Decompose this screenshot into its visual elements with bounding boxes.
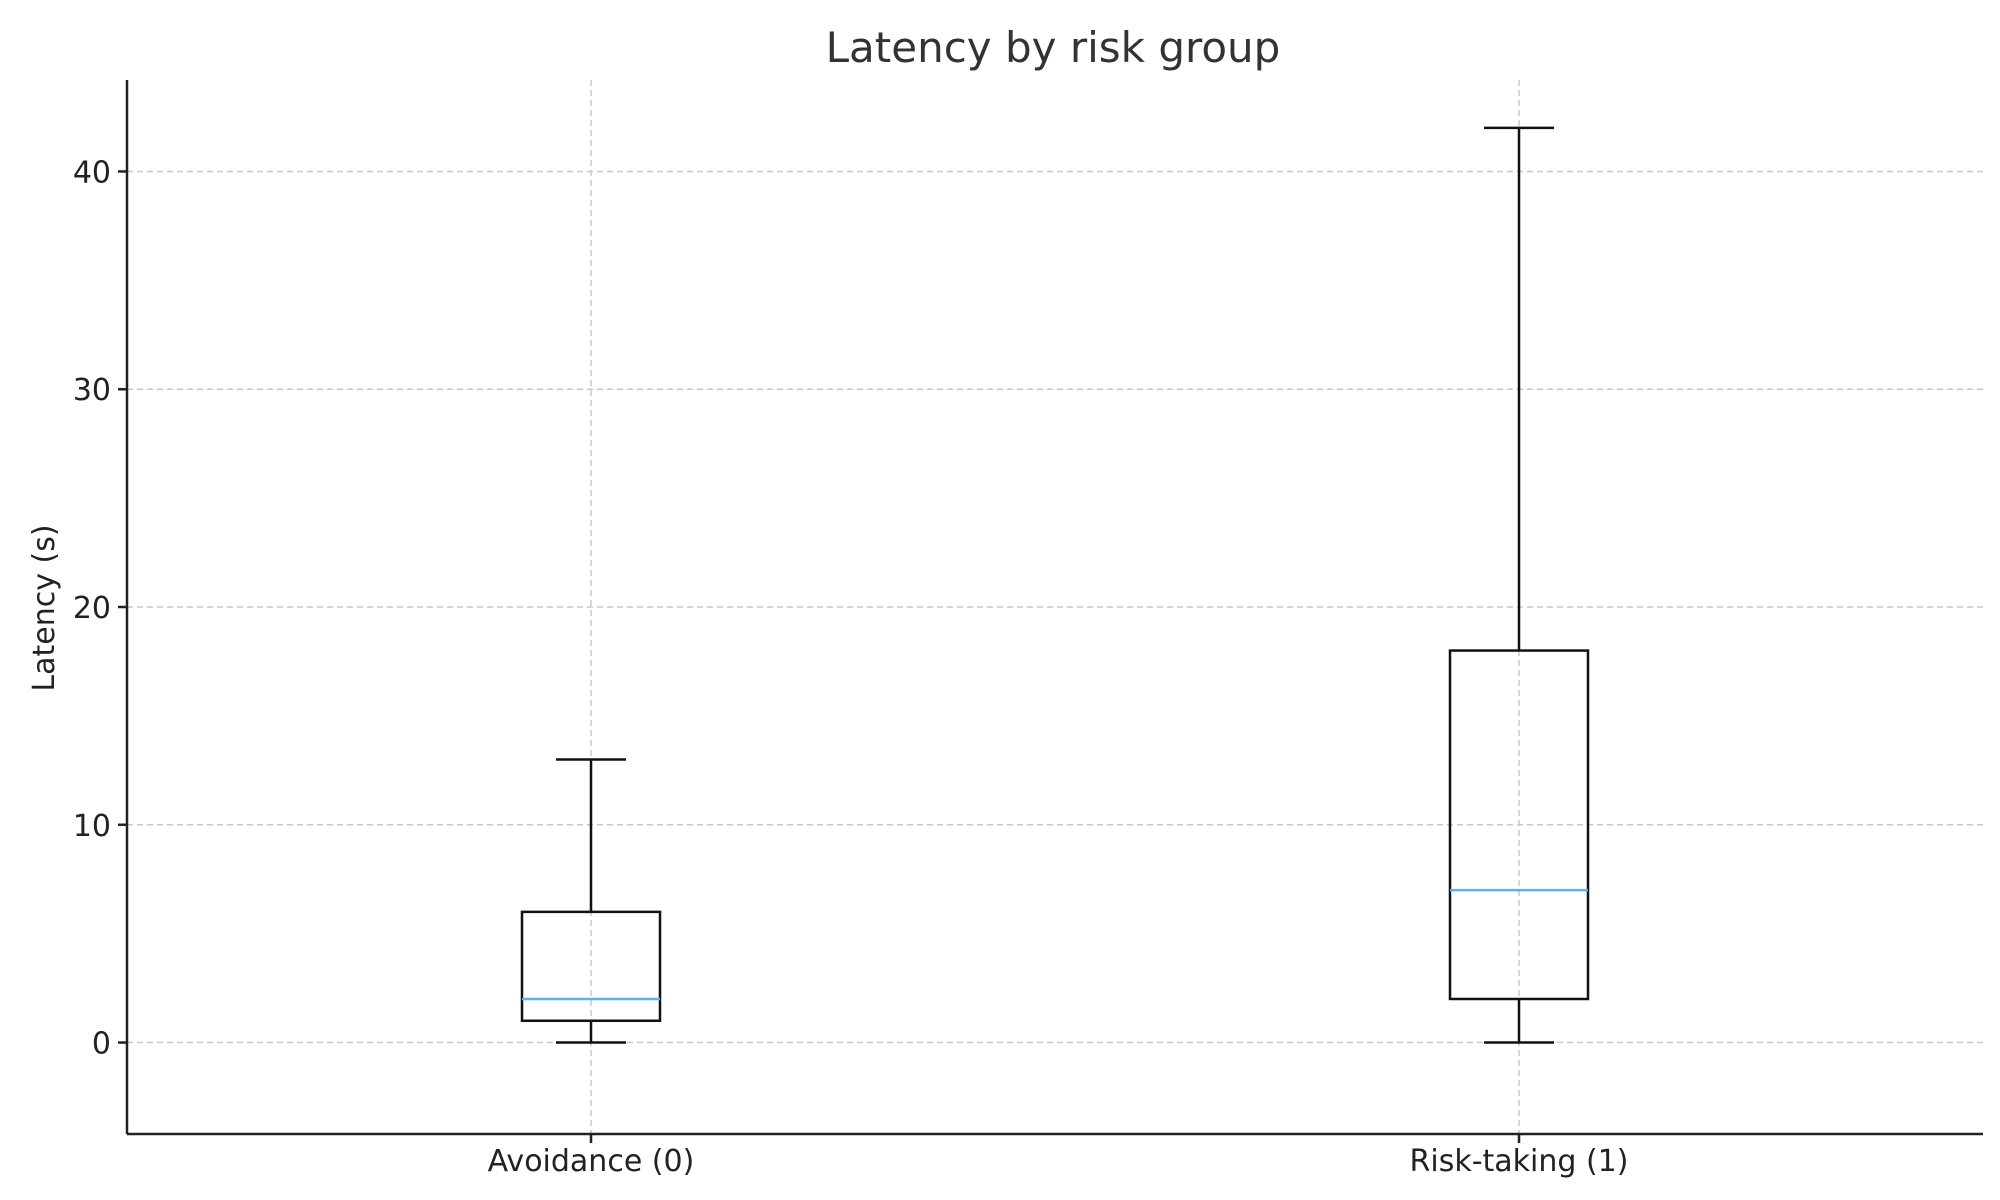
y-tick-label: 10 bbox=[73, 809, 111, 844]
y-axis-label: Latency (s) bbox=[27, 524, 62, 691]
y-tick-label: 40 bbox=[73, 155, 111, 190]
axes-layer bbox=[118, 80, 1983, 1143]
x-tick-label: Avoidance (0) bbox=[488, 1144, 695, 1179]
y-tick-label: 0 bbox=[92, 1027, 111, 1062]
y-tick-label: 20 bbox=[73, 591, 111, 626]
x-tick-label: Risk-taking (1) bbox=[1410, 1144, 1629, 1179]
box-group bbox=[1448, 126, 1590, 1044]
iqr-box bbox=[1448, 649, 1590, 1001]
y-tick-label: 30 bbox=[73, 373, 111, 408]
iqr-box bbox=[520, 910, 662, 1023]
grid-layer bbox=[127, 80, 1983, 1134]
labels-layer: 0 10 20 30 40 Avoidance (0) Risk-taking (1) bbox=[73, 155, 1629, 1179]
box-group bbox=[520, 758, 662, 1044]
marks-layer bbox=[520, 126, 1590, 1044]
chart-title: Latency by risk group bbox=[826, 23, 1281, 72]
